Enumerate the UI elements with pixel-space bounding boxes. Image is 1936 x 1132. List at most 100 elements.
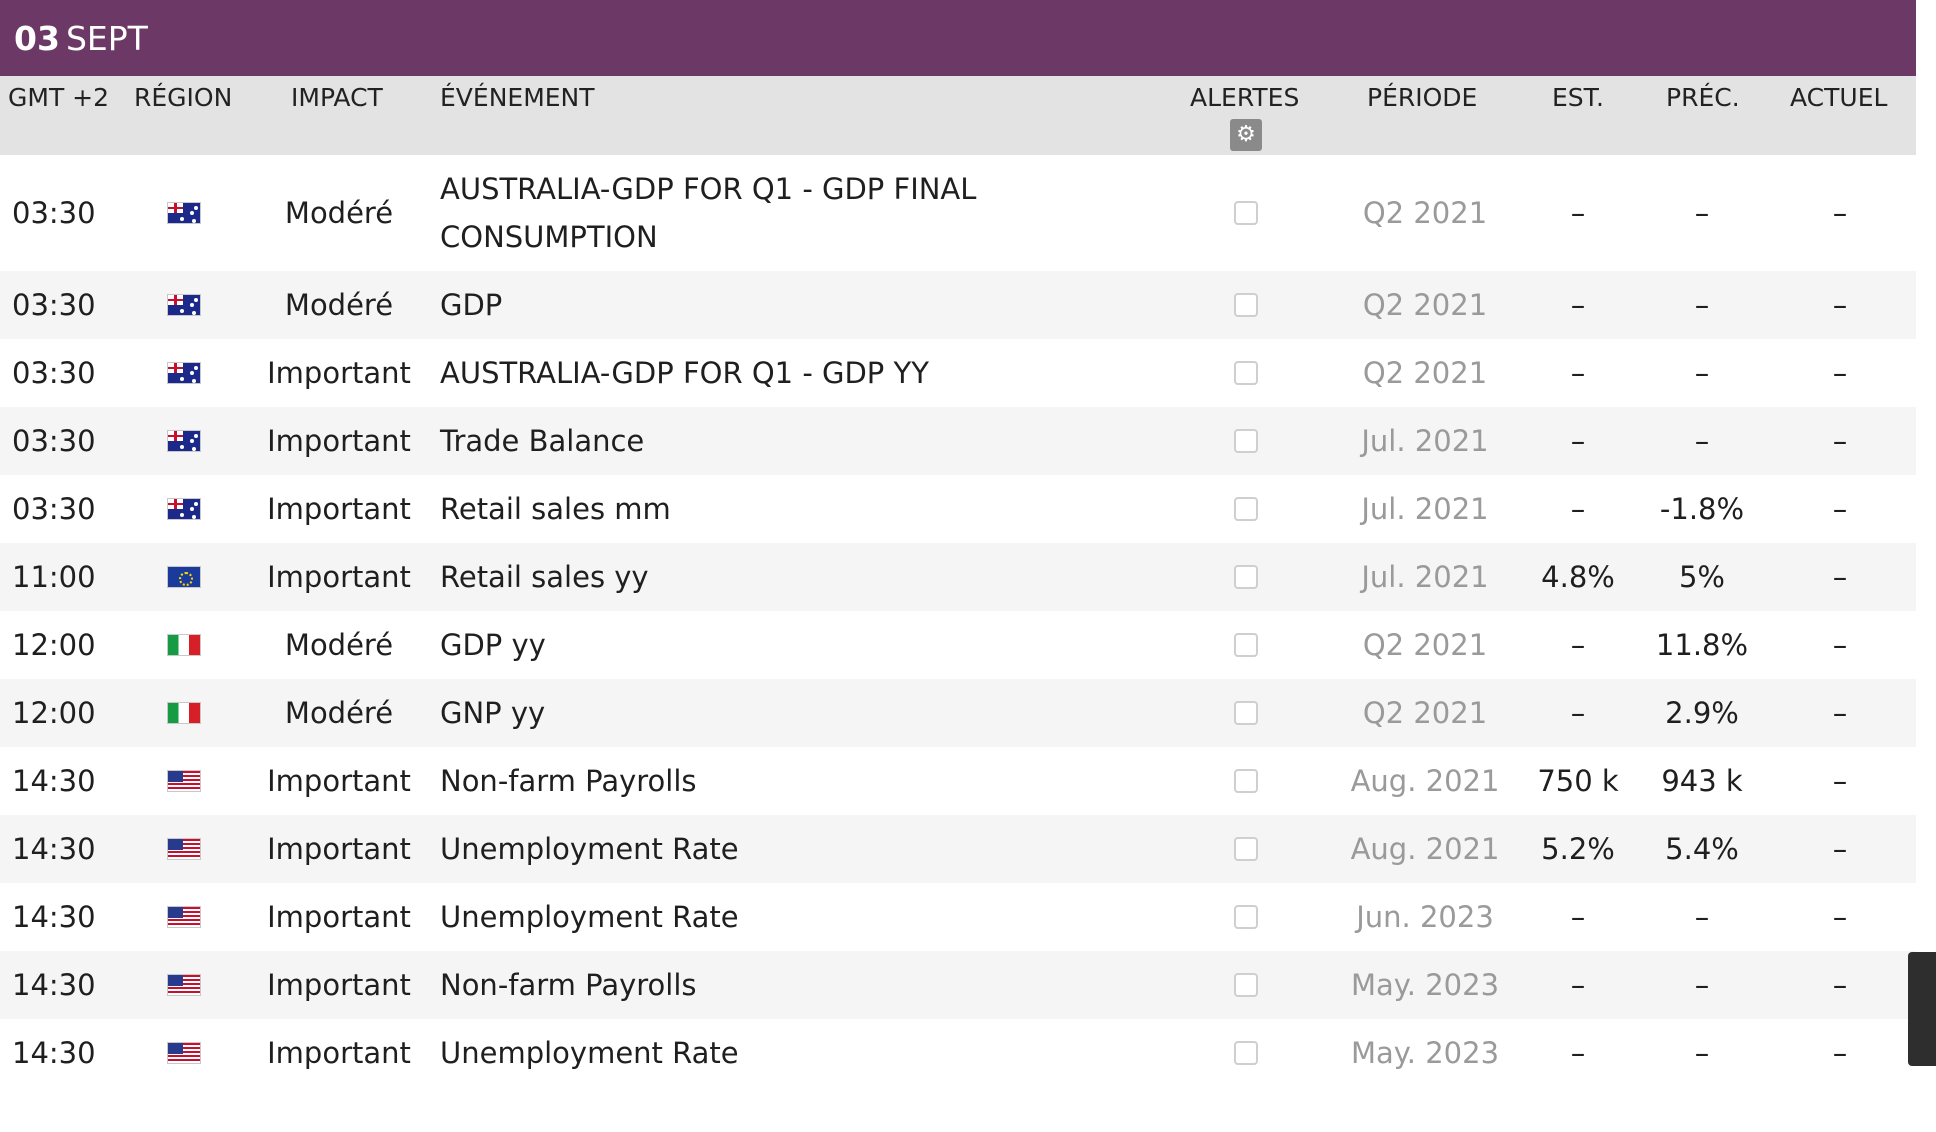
event-region [166, 155, 202, 271]
event-row[interactable]: 12:00 Modéré GNP yy Q2 2021 – 2.9% – [0, 679, 1916, 747]
event-period: Jul. 2021 [1361, 492, 1489, 526]
event-row[interactable]: 14:30 Important Unemployment Rate Aug. 2021… [0, 815, 1916, 883]
event-actual: – [1832, 832, 1848, 866]
event-period: Jul. 2021 [1361, 560, 1489, 594]
event-region [166, 679, 202, 747]
event-alert [1233, 407, 1259, 475]
australia-flag-icon [167, 294, 201, 316]
event-impact: Important [267, 832, 411, 866]
event-period: May. 2023 [1350, 1036, 1500, 1070]
event-name[interactable]: GDP yy [440, 628, 546, 662]
event-region [166, 951, 202, 1019]
event-region [166, 271, 202, 339]
event-name[interactable]: Unemployment Rate [440, 1036, 739, 1070]
event-previous: -1.8% [1659, 492, 1745, 526]
event-actual: – [1832, 628, 1848, 662]
event-name[interactable]: Retail sales yy [440, 560, 649, 594]
event-previous: – [1694, 900, 1710, 934]
event-previous: – [1694, 968, 1710, 1002]
event-row[interactable]: 03:30 Important Trade Balance Jul. 2021 – – – [0, 407, 1916, 475]
event-estimate: – [1570, 968, 1586, 1002]
eu-flag-icon [167, 566, 201, 588]
event-impact: Important [267, 1036, 411, 1070]
date-day: 03 [14, 18, 60, 58]
event-name[interactable]: AUSTRALIA-GDP FOR Q1 - GDP YY [440, 356, 929, 390]
event-impact: Important [267, 356, 411, 390]
event-region [166, 747, 202, 815]
event-name[interactable]: Retail sales mm [440, 492, 671, 526]
event-previous: – [1694, 196, 1710, 230]
event-previous: – [1694, 356, 1710, 390]
event-time: 14:30 [12, 764, 96, 798]
alert-checkbox[interactable] [1234, 701, 1258, 725]
event-name[interactable]: AUSTRALIA-GDP FOR Q1 - GDP FINAL CONSUMP… [440, 172, 977, 254]
event-region [166, 407, 202, 475]
event-alert [1233, 747, 1259, 815]
event-name[interactable]: Unemployment Rate [440, 900, 739, 934]
alert-checkbox[interactable] [1234, 565, 1258, 589]
event-impact: Important [267, 764, 411, 798]
event-name[interactable]: Unemployment Rate [440, 832, 739, 866]
event-period: Q2 2021 [1362, 628, 1488, 662]
event-actual: – [1832, 356, 1848, 390]
event-impact: Modéré [284, 196, 394, 230]
event-period: Q2 2021 [1362, 696, 1488, 730]
column-header-actual: ACTUEL [1790, 83, 1888, 112]
event-region [166, 611, 202, 679]
event-previous: – [1694, 1036, 1710, 1070]
event-impact: Modéré [284, 696, 394, 730]
event-name[interactable]: Non-farm Payrolls [440, 764, 697, 798]
event-period: Jun. 2023 [1356, 900, 1494, 934]
event-name[interactable]: Non-farm Payrolls [440, 968, 697, 1002]
event-row[interactable]: 12:00 Modéré GDP yy Q2 2021 – 11.8% – [0, 611, 1916, 679]
event-previous: 11.8% [1655, 628, 1749, 662]
scrollbar-thumb[interactable] [1908, 952, 1936, 1066]
alert-checkbox[interactable] [1234, 1041, 1258, 1065]
event-period: Q2 2021 [1362, 288, 1488, 322]
event-region [166, 815, 202, 883]
column-header-region: RÉGION [134, 83, 233, 112]
alert-checkbox[interactable] [1234, 429, 1258, 453]
event-time: 03:30 [12, 196, 96, 230]
event-name[interactable]: GDP [440, 288, 503, 322]
event-estimate: – [1570, 424, 1586, 458]
event-row[interactable]: 14:30 Important Unemployment Rate May. 2023… [0, 1019, 1916, 1087]
gear-icon[interactable]: ⚙ [1230, 119, 1262, 151]
event-previous: 2.9% [1665, 696, 1739, 730]
alert-checkbox[interactable] [1234, 837, 1258, 861]
event-estimate: – [1570, 1036, 1586, 1070]
event-list: 03:30 Modéré AUSTRALIA-GDP FOR Q1 - GDP FI… [0, 155, 1916, 1087]
alert-checkbox[interactable] [1234, 361, 1258, 385]
italy-flag-icon [167, 702, 201, 724]
event-name[interactable]: Trade Balance [440, 424, 645, 458]
australia-flag-icon [167, 202, 201, 224]
alert-checkbox[interactable] [1234, 973, 1258, 997]
event-region [166, 339, 202, 407]
alert-checkbox[interactable] [1234, 293, 1258, 317]
event-time: 14:30 [12, 832, 96, 866]
alert-checkbox[interactable] [1234, 769, 1258, 793]
event-name[interactable]: GNP yy [440, 696, 546, 730]
event-period: Q2 2021 [1362, 356, 1488, 390]
alert-checkbox[interactable] [1234, 905, 1258, 929]
alert-checkbox[interactable] [1234, 201, 1258, 225]
event-row[interactable]: 03:30 Modéré AUSTRALIA-GDP FOR Q1 - GDP FI… [0, 155, 1916, 271]
event-row[interactable]: 03:30 Important AUSTRALIA-GDP FOR Q1 - GDP… [0, 339, 1916, 407]
event-row[interactable]: 14:30 Important Non-farm Payrolls May. 2023… [0, 951, 1916, 1019]
column-header-event: ÉVÉNEMENT [440, 83, 595, 112]
event-row[interactable]: 14:30 Important Non-farm Payrolls Aug. 2021… [0, 747, 1916, 815]
event-row[interactable]: 11:00 Important Retail sales yy Jul. 2021 4.… [0, 543, 1916, 611]
alert-checkbox[interactable] [1234, 497, 1258, 521]
event-actual: – [1832, 560, 1848, 594]
australia-flag-icon [167, 362, 201, 384]
event-alert [1233, 155, 1259, 271]
alert-checkbox[interactable] [1234, 633, 1258, 657]
column-header-alerts: ALERTES [1190, 83, 1300, 112]
event-time: 14:30 [12, 900, 96, 934]
event-impact: Important [267, 424, 411, 458]
event-row[interactable]: 03:30 Important Retail sales mm Jul. 2021 – -… [0, 475, 1916, 543]
event-impact: Important [267, 968, 411, 1002]
event-row[interactable]: 14:30 Important Unemployment Rate Jun. 2023… [0, 883, 1916, 951]
event-row[interactable]: 03:30 Modéré GDP Q2 2021 – – – [0, 271, 1916, 339]
event-previous: 943 k [1661, 764, 1743, 798]
